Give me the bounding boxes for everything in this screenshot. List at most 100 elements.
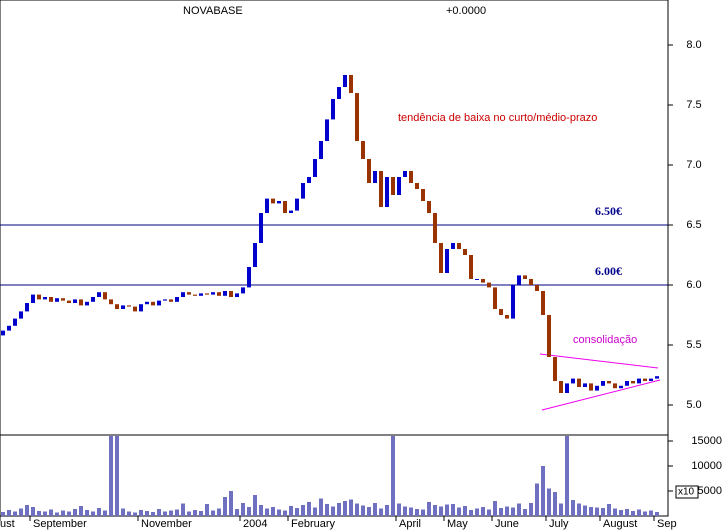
annotation: consolidação [573,334,637,346]
candle [571,378,575,384]
volume-bar [511,507,515,516]
candle [385,177,389,207]
candle [445,249,449,273]
candle [427,201,431,213]
volume-bar [211,510,215,516]
volume-bar [193,510,197,516]
candle [271,198,275,204]
volume-bar [391,436,395,516]
candle [475,279,479,280]
volume-bar [631,511,635,516]
candle [559,381,563,393]
volume-bar [643,511,647,516]
volume-bar [535,483,539,516]
volume-bar [565,436,569,516]
volume-bar [319,498,323,516]
candle [367,159,371,183]
candle [37,294,41,300]
candle [175,297,179,302]
volume-bar [229,491,233,516]
volume-bar [85,510,89,516]
volume-bar [19,508,23,516]
volume-bar [301,505,305,516]
candle [307,177,311,183]
volume-bar [217,508,221,516]
candle [553,357,557,381]
volume-bar [265,508,269,516]
volume-bar [313,507,317,516]
x-tick-label: May [447,518,468,530]
candle [31,294,35,303]
volume-bar [55,512,59,516]
candle [349,75,353,93]
volume-bar [499,508,503,516]
volume-bar [133,512,137,516]
y-tick-label: 7.5 [686,99,701,111]
y-tick-label: 15000 [691,435,722,447]
candle [637,378,641,384]
y-tick-label: 5.5 [686,339,701,351]
volume-bar [469,510,473,516]
candle [361,141,365,159]
volume-bar [37,511,41,516]
volume-bar [295,508,299,516]
candle [607,381,611,384]
volume-bar [475,508,479,516]
candle [55,298,59,302]
candle [589,383,593,391]
volume-bar [433,505,437,516]
x-tick-label: April [399,518,421,530]
volume-bar [169,510,173,516]
candle [487,282,491,288]
volume-multiplier: x10 [678,487,695,498]
volume-bar [139,510,143,516]
volume-bar [91,511,95,516]
candle [187,292,191,295]
candle [169,299,173,302]
y-tick-label: 6.0 [686,279,701,291]
candle [625,381,629,386]
volume-bar [271,507,275,516]
candle [127,305,131,307]
volume-bar [127,511,131,516]
volume-bar [283,510,287,516]
x-tick-label: July [549,518,569,530]
volume-bar [379,508,383,516]
volume-bar [427,502,431,516]
volume-bar [325,504,329,516]
candle [547,315,551,357]
candle [247,267,251,288]
volume-bar [241,503,245,516]
volume-bar [541,466,545,516]
volume-bar [151,512,155,516]
volume-bar [67,511,71,516]
candle [85,301,89,306]
candle [601,381,605,386]
volume-bar [343,501,347,516]
candle [403,171,407,177]
volume-bar [61,510,65,516]
volume-bar [205,504,209,516]
candle [217,292,221,296]
candle [97,292,101,297]
candle [301,183,305,199]
volume-bar [367,507,371,516]
candle [655,376,659,379]
candle [211,292,215,295]
candle [511,285,515,319]
reference-label: 6.00€ [595,264,622,278]
volume-bar [619,510,623,516]
candle [397,177,401,195]
volume-bar [583,505,587,516]
candle [253,243,257,267]
volume-bar [637,509,641,516]
x-tick-label: June [495,518,519,530]
volume-bar [181,503,185,516]
volume-bar [79,506,83,516]
candle [277,201,281,204]
candle [469,255,473,279]
volume-bar [397,503,401,516]
volume-bar [175,509,179,516]
volume-bar [115,436,119,516]
candle [379,171,383,207]
